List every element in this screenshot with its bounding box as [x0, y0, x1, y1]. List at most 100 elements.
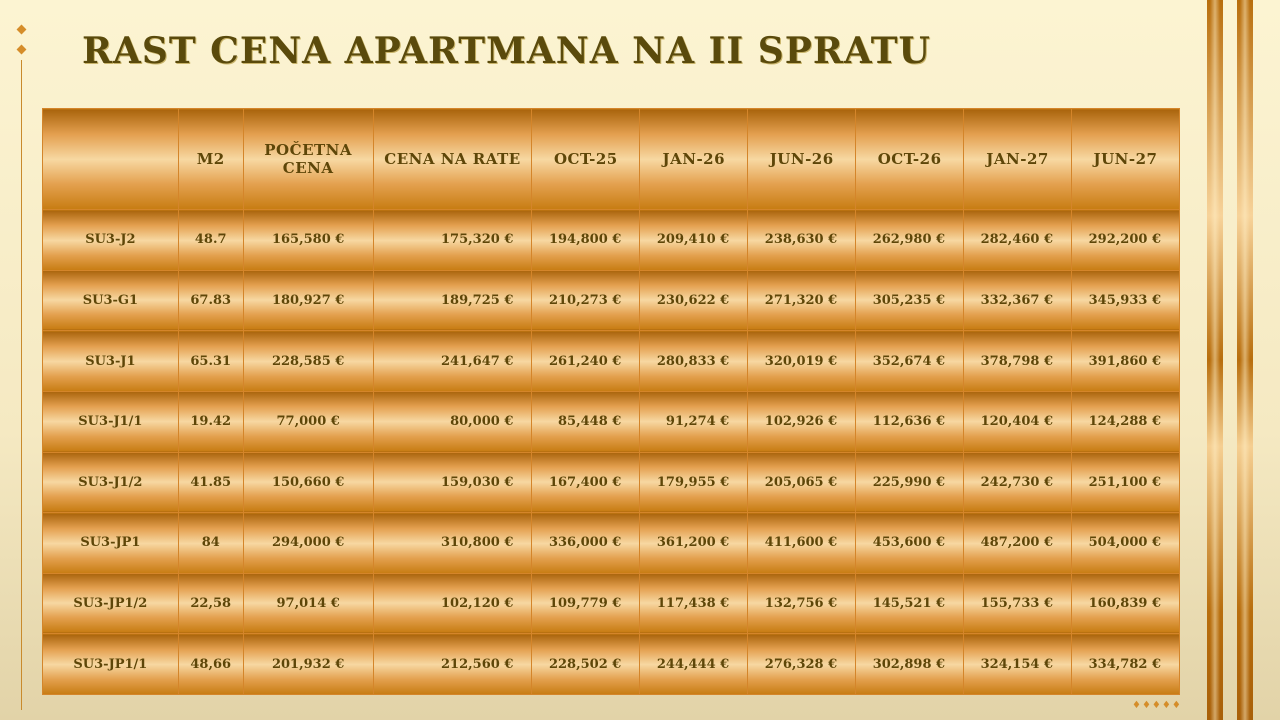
table-cell: 261,240 € — [531, 330, 641, 392]
table-cell: 282,460 € — [963, 209, 1072, 271]
table-cell: 332,367 € — [963, 269, 1072, 332]
table-cell: 109,779 € — [531, 572, 641, 635]
table-cell: 84 — [177, 512, 244, 574]
table-cell: 276,328 € — [747, 633, 857, 695]
table-row: SU3-J2 48.7 165,580 €175,320 €194,800 €209… — [42, 209, 1180, 271]
column-header: POČETNA CENA — [242, 108, 374, 210]
unit-name-cell: SU3-J1 — [42, 330, 179, 392]
column-header: OCT-25 — [531, 108, 641, 210]
table-cell: 336,000 € — [531, 512, 641, 574]
table-cell: 230,622 € — [639, 269, 749, 332]
table-cell: 378,798 € — [963, 330, 1072, 392]
table-cell: 244,444 € — [639, 633, 749, 695]
table-cell: 120,404 € — [963, 390, 1072, 453]
slide-title: RAST CENA APARTMANA NA II SPRATU — [82, 30, 931, 72]
table-cell: 320,019 € — [747, 330, 857, 392]
decorative-line — [21, 60, 22, 710]
table-row: SU3-JP1/2 22,58 97,014 €102,120 €109,779 €… — [42, 572, 1180, 635]
table-cell: 251,100 € — [1071, 451, 1180, 514]
table-cell: 77,000 € — [242, 390, 374, 453]
table-cell: 210,273 € — [531, 269, 641, 332]
table-cell: 159,030 € — [372, 451, 533, 514]
table-row: SU3-J1 65.31 228,585 €241,647 €261,240 €28… — [42, 330, 1180, 392]
table-cell: 201,932 € — [242, 633, 374, 695]
table-cell: 91,274 € — [639, 390, 749, 453]
table-cell: 150,660 € — [242, 451, 374, 514]
table-cell: 361,200 € — [639, 512, 749, 574]
table-cell: 175,320 € — [372, 209, 533, 271]
column-header: JUN-27 — [1071, 108, 1180, 210]
table-cell: 352,674 € — [855, 330, 965, 392]
table-cell: 209,410 € — [639, 209, 749, 271]
table-cell: 305,235 € — [855, 269, 965, 332]
table-cell: 85,448 € — [531, 390, 641, 453]
unit-name-cell: SU3-J1/1 — [42, 390, 179, 453]
table-cell: 228,585 € — [242, 330, 374, 392]
table-row: SU3-J1/1 19.42 77,000 €80,000 €85,448 €91,… — [42, 390, 1180, 453]
table-cell: 241,647 € — [372, 330, 533, 392]
column-header: M2 — [177, 108, 244, 210]
table-cell: 194,800 € — [531, 209, 641, 271]
unit-name-cell: SU3-JP1/1 — [42, 633, 179, 695]
table-cell: 302,898 € — [855, 633, 965, 695]
table-cell: 487,200 € — [963, 512, 1072, 574]
table-cell: 48,66 — [177, 633, 244, 695]
table-cell: 22,58 — [177, 572, 244, 635]
table-cell: 345,933 € — [1071, 269, 1180, 332]
table-cell: 242,730 € — [963, 451, 1072, 514]
table-cell: 67.83 — [177, 269, 244, 332]
table-cell: 271,320 € — [747, 269, 857, 332]
unit-name-cell: SU3-JP1/2 — [42, 572, 179, 635]
table-row: SU3-JP1 84 294,000 €310,800 €336,000 €361,… — [42, 512, 1180, 574]
table-cell: 155,733 € — [963, 572, 1072, 635]
diamond-ornament — [16, 44, 27, 55]
table-cell: 411,600 € — [747, 512, 857, 574]
table-cell: 262,980 € — [855, 209, 965, 271]
table-cell: 228,502 € — [531, 633, 641, 695]
table-cell: 41.85 — [177, 451, 244, 514]
column-header: JAN-27 — [963, 108, 1072, 210]
table-cell: 453,600 € — [855, 512, 965, 574]
table-cell: 310,800 € — [372, 512, 533, 574]
table-cell: 238,630 € — [747, 209, 857, 271]
table-cell: 180,927 € — [242, 269, 374, 332]
table-cell: 391,860 € — [1071, 330, 1180, 392]
table-cell: 65.31 — [177, 330, 244, 392]
diamond-ornament-row: ♦♦♦♦♦ — [1132, 700, 1182, 711]
table-cell: 102,120 € — [372, 572, 533, 635]
table-cell: 179,955 € — [639, 451, 749, 514]
column-header: OCT-26 — [855, 108, 965, 210]
table-cell: 189,725 € — [372, 269, 533, 332]
table-cell: 19.42 — [177, 390, 244, 453]
table-cell: 124,288 € — [1071, 390, 1180, 453]
column-header: JUN-26 — [747, 108, 857, 210]
decorative-bar — [1207, 0, 1223, 720]
table-cell: 80,000 € — [372, 390, 533, 453]
table-row: SU3-JP1/1 48,66 201,932 €212,560 €228,502 … — [42, 633, 1180, 695]
table-cell: 225,990 € — [855, 451, 965, 514]
table-cell: 280,833 € — [639, 330, 749, 392]
table-cell: 212,560 € — [372, 633, 533, 695]
table-cell: 334,782 € — [1071, 633, 1180, 695]
table-cell: 97,014 € — [242, 572, 374, 635]
table-cell: 165,580 € — [242, 209, 374, 271]
unit-name-cell: SU3-JP1 — [42, 512, 179, 574]
unit-name-cell: SU3-G1 — [42, 269, 179, 332]
column-header — [42, 108, 179, 210]
table-cell: 102,926 € — [747, 390, 857, 453]
table-cell: 294,000 € — [242, 512, 374, 574]
price-table: M2 POČETNA CENA CENA NA RATE OCT-25 JAN-26 JU… — [42, 108, 1180, 695]
table-cell: 167,400 € — [531, 451, 641, 514]
table-cell: 292,200 € — [1071, 209, 1180, 271]
column-header: JAN-26 — [639, 108, 749, 210]
table-cell: 112,636 € — [855, 390, 965, 453]
table-cell: 160,839 € — [1071, 572, 1180, 635]
table-cell: 145,521 € — [855, 572, 965, 635]
table-cell: 205,065 € — [747, 451, 857, 514]
table-cell: 132,756 € — [747, 572, 857, 635]
unit-name-cell: SU3-J2 — [42, 209, 179, 271]
table-cell: 324,154 € — [963, 633, 1072, 695]
diamond-ornament — [16, 24, 27, 35]
table-row: SU3-G1 67.83 180,927 €189,725 €210,273 €23… — [42, 269, 1180, 332]
unit-name-cell: SU3-J1/2 — [42, 451, 179, 514]
